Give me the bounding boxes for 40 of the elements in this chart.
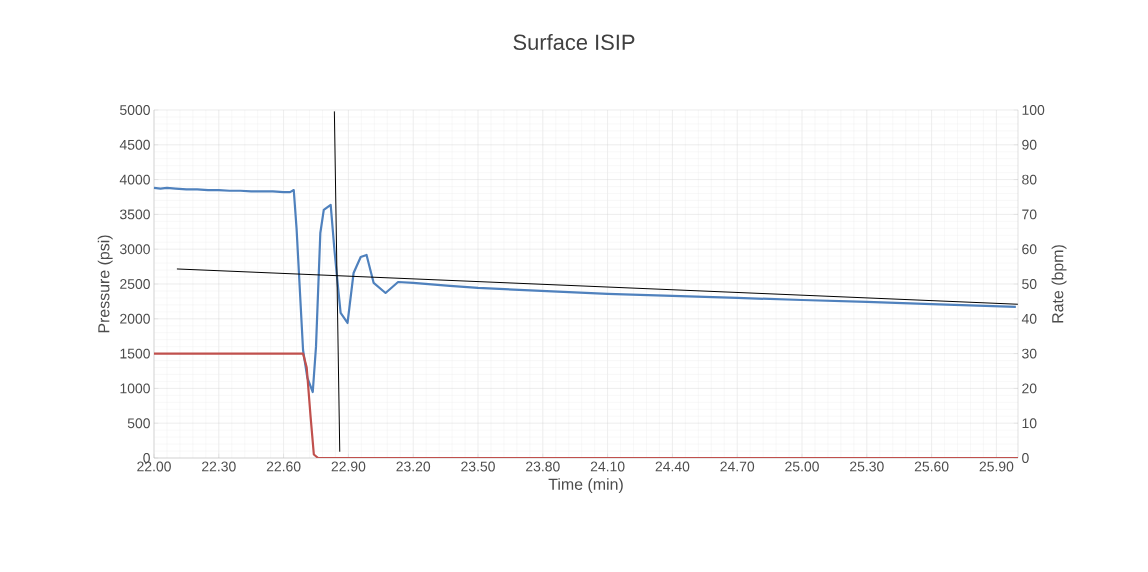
y2-tick-label: 50	[1022, 279, 1037, 289]
x-tick-label: 24.70	[720, 461, 755, 472]
x-tick-label: 22.00	[137, 461, 171, 472]
x-tick-label: 25.30	[850, 461, 884, 472]
y-tick-label: 2500	[120, 279, 150, 289]
y-tick-label: 3500	[119, 209, 150, 220]
x-tick-label: 24.40	[655, 461, 690, 472]
y2-tick-label: 60	[1022, 244, 1037, 255]
x-axis-title: Time (min)	[548, 478, 623, 494]
y2-tick-label: 70	[1022, 209, 1037, 220]
y-tick-label: 2000	[120, 313, 150, 324]
y2-tick-label: 100	[1022, 105, 1045, 115]
y-tick-label: 5000	[120, 105, 150, 115]
x-tick-label: 25.60	[914, 461, 949, 472]
x-tick-label: 23.80	[526, 461, 560, 472]
x-tick-label: 22.90	[331, 461, 366, 472]
x-tick-label: 24.10	[590, 461, 625, 472]
y2-tick-label: 40	[1021, 313, 1037, 324]
y-tick-label: 1000	[120, 383, 150, 394]
y-tick-label: 0	[143, 453, 150, 463]
y-tick-label: 1500	[120, 348, 150, 359]
y2-tick-label: 90	[1022, 139, 1037, 150]
x-tick-label: 22.60	[266, 461, 301, 472]
x-tick-label: 25.90	[979, 461, 1014, 472]
y2-tick-label: 80	[1022, 174, 1037, 185]
x-tick-label: 25.00	[785, 461, 819, 472]
y2-tick-label: 0	[1022, 453, 1029, 463]
y2-tick-label: 20	[1022, 383, 1037, 394]
y-axis-title: Pressure (psi)	[97, 235, 113, 333]
y-tick-label: 3000	[119, 244, 150, 255]
x-tick-label: 23.50	[461, 461, 495, 472]
chart-title: Surface ISIP	[513, 33, 635, 51]
y2-tick-label: 30	[1022, 348, 1037, 359]
y2-tick-label: 10	[1022, 418, 1037, 429]
y-tick-label: 4000	[119, 174, 150, 185]
y2-axis-title: Rate (bpm)	[1051, 245, 1067, 323]
x-tick-label: 22.30	[202, 461, 236, 472]
x-tick-label: 23.20	[396, 461, 431, 472]
y-tick-label: 500	[127, 418, 150, 429]
y-tick-label: 4500	[119, 139, 150, 150]
